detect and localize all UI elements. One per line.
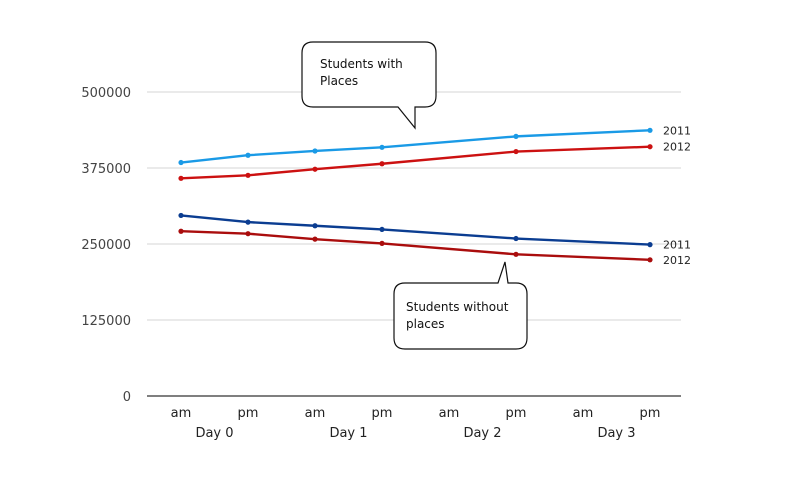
y-tick-label: 0 [123, 390, 131, 405]
y-tick-label: 375000 [81, 162, 131, 177]
series-line [180, 129, 651, 164]
x-tick-label: pm [506, 406, 527, 421]
data-point [245, 231, 251, 237]
series-2011-without-places [178, 212, 653, 248]
x-tick-label: pm [238, 406, 259, 421]
callout-line-2: Places [320, 74, 358, 88]
series-line [180, 214, 651, 246]
callout-line-1: Students with [320, 57, 403, 71]
x-group-label: Day 0 [195, 426, 233, 441]
y-tick-label: 125000 [81, 314, 131, 329]
x-axis-tick-labels: am pm am pm am pm am pm [171, 406, 661, 421]
series-end-label: 2012 [663, 141, 691, 154]
data-point [647, 144, 653, 150]
data-point [245, 172, 251, 178]
x-group-label: Day 1 [329, 426, 367, 441]
x-tick-label: pm [372, 406, 393, 421]
data-point [513, 148, 519, 155]
data-point [312, 148, 318, 154]
x-tick-label: am [573, 406, 594, 421]
callout-students-with-places: Students with Places [301, 41, 437, 130]
data-point [513, 235, 519, 242]
data-point [647, 242, 653, 248]
data-point [178, 212, 184, 219]
data-point [513, 251, 519, 257]
x-group-label: Day 3 [597, 426, 635, 441]
series-lines [178, 127, 653, 263]
data-point [178, 228, 184, 234]
series-2012-without-places [178, 228, 653, 263]
x-tick-label: am [305, 406, 326, 421]
y-tick-label: 500000 [81, 86, 131, 101]
series-line [180, 145, 651, 180]
series-line [180, 230, 651, 262]
callout-students-without-places: Students without places [393, 261, 528, 350]
series-2011-with-places [178, 127, 653, 166]
data-point [379, 161, 385, 167]
x-tick-label: pm [640, 406, 661, 421]
data-point [513, 133, 519, 139]
data-point [178, 159, 184, 166]
series-2012-with-places [178, 144, 653, 181]
callout-line-2: places [406, 317, 445, 331]
data-point [647, 127, 653, 133]
data-point [379, 240, 385, 246]
data-point [379, 144, 385, 150]
data-point [245, 152, 251, 158]
series-end-label: 2011 [663, 124, 691, 137]
callout-bubble [301, 41, 437, 130]
y-axis-tick-labels: 0 125000 250000 375000 500000 [81, 86, 131, 405]
x-group-label: Day 2 [463, 426, 501, 441]
x-axis-day-labels: Day 0 Day 1 Day 2 Day 3 [195, 426, 635, 441]
data-point [379, 226, 385, 233]
data-point [312, 236, 318, 242]
series-end-label: 2011 [663, 239, 691, 252]
data-point [647, 257, 653, 263]
callout-bubble [393, 261, 528, 350]
series-end-label: 2012 [663, 254, 691, 267]
x-tick-label: am [171, 406, 192, 421]
y-tick-label: 250000 [81, 238, 131, 253]
data-point [312, 166, 318, 172]
data-point [312, 223, 318, 229]
series-end-labels: 2011 2012 2011 2012 [663, 124, 691, 267]
x-tick-label: am [439, 406, 460, 421]
callout-line-1: Students without [406, 300, 509, 314]
data-point [245, 219, 251, 225]
data-point [178, 175, 184, 181]
